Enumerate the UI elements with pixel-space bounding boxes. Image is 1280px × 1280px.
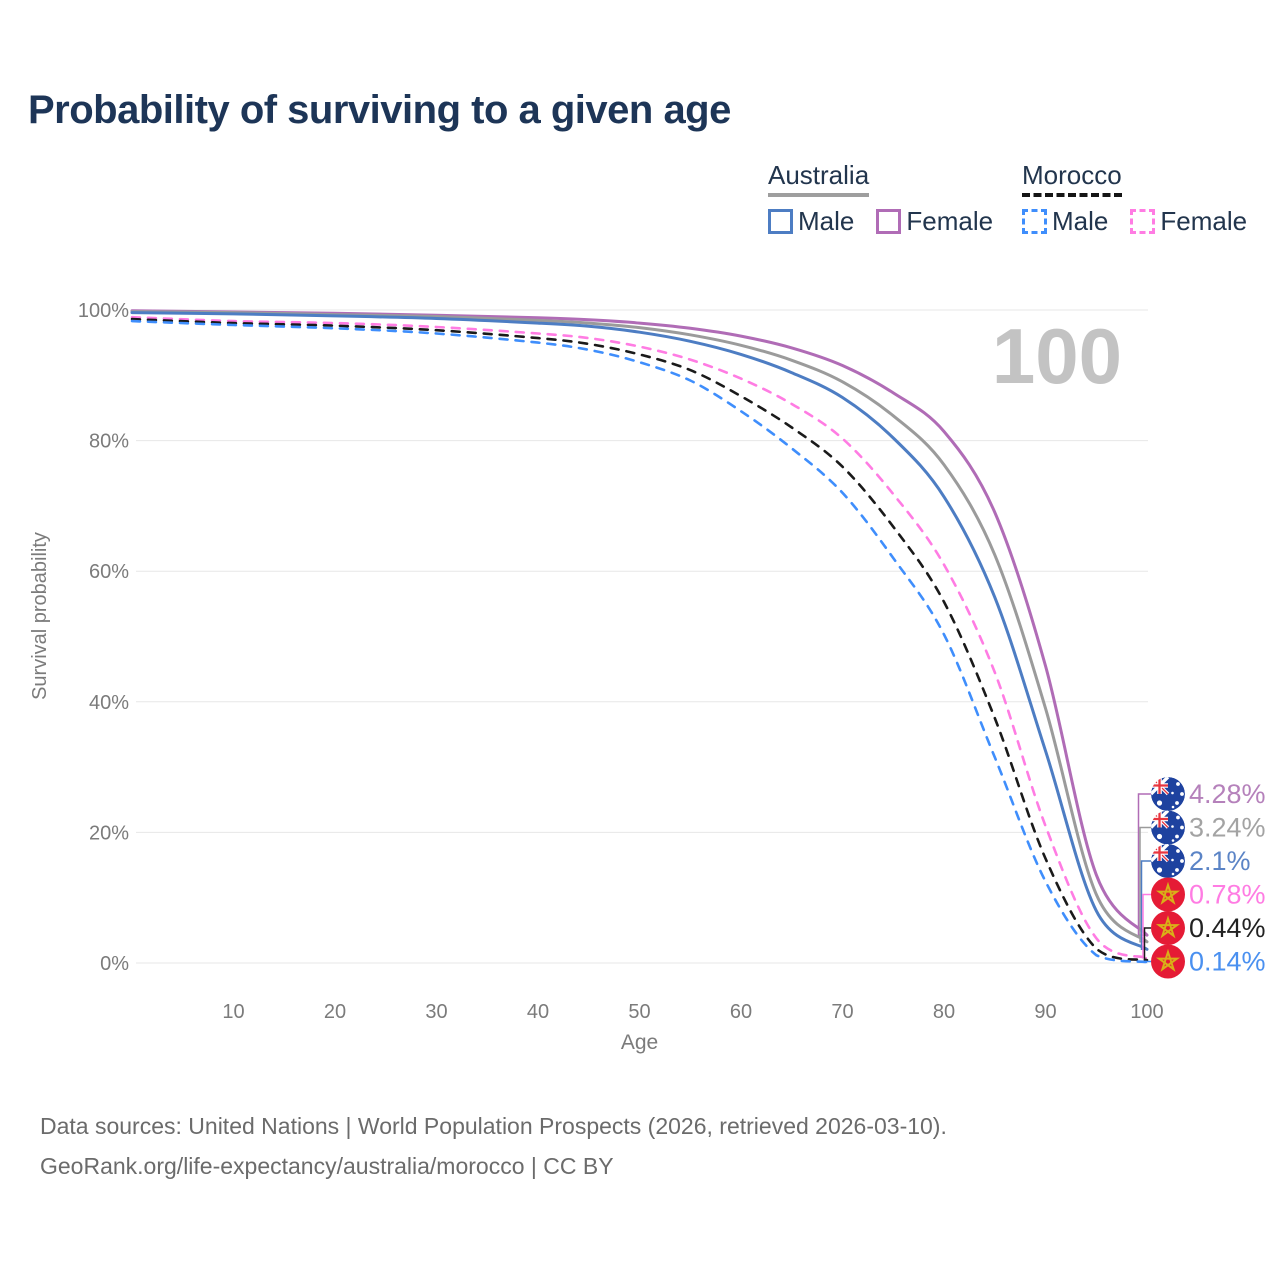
australia-flag-icon: [1151, 777, 1185, 811]
legend-swatch-morocco-female: [1130, 209, 1156, 234]
legend-label-morocco-female: Female: [1160, 206, 1248, 236]
morocco-flag-icon: [1151, 944, 1185, 979]
legend-swatch-morocco-male: [1022, 209, 1047, 234]
legend-country-morocco: Morocco: [1022, 160, 1122, 197]
legend-group-morocco: Morocco Male Female: [1022, 160, 1269, 237]
x-tick-label: 60: [730, 1001, 752, 1023]
watermark-age-100: 100: [992, 312, 1122, 400]
x-tick-label: 50: [628, 1001, 650, 1023]
x-tick-label: 70: [831, 1001, 853, 1023]
x-tick-label: 10: [222, 1001, 244, 1023]
legend-swatch-australia-female: [876, 209, 902, 234]
curve-morocco-female: [130, 315, 1149, 960]
curve-morocco-both-sexes: [130, 317, 1149, 962]
y-tick-label: 40%: [89, 692, 129, 714]
morocco-flag-icon: [1151, 911, 1185, 945]
legend-items-morocco: Male Female: [1022, 206, 1269, 237]
y-tick-label: 60%: [89, 561, 129, 583]
curve-australia-male: [130, 311, 1149, 951]
curve-morocco-male: [130, 319, 1149, 964]
survival-chart: 0% 20% 40% 60% 80% 100% 10 20 30 40 50 60 70 80 90 100 A…: [29, 300, 1266, 1054]
australia-flag-icon: [1151, 810, 1185, 845]
legend-item-australia-male[interactable]: Male: [768, 206, 854, 237]
footer: Data sources: United Nations | World Pop…: [40, 1106, 947, 1186]
legend-item-australia-female[interactable]: Female: [876, 206, 993, 237]
end-label-australia-male: 2.1%: [1189, 846, 1251, 876]
y-tick-label: 80%: [89, 431, 129, 453]
x-tick-label: 80: [933, 1001, 955, 1023]
footer-link-line[interactable]: GeoRank.org/life-expectancy/australia/mo…: [40, 1153, 614, 1179]
page-title: Probability of surviving to a given age: [28, 88, 731, 132]
legend-label-australia-male: Male: [798, 206, 855, 236]
leader-line-morocco-male: [1145, 960, 1151, 963]
australia-flag-icon: [1151, 844, 1185, 878]
leader-line-morocco-both-sexes: [1143, 927, 1151, 961]
end-label-australia-female: 4.28%: [1189, 779, 1266, 809]
legend-item-morocco-female[interactable]: Female: [1130, 206, 1247, 237]
legend-label-morocco-male: Male: [1052, 206, 1109, 236]
legend-country-australia: Australia: [768, 160, 870, 197]
x-tick-label: 40: [527, 1001, 549, 1023]
y-tick-label: 100%: [78, 300, 129, 322]
x-tick-label: 30: [425, 1001, 447, 1023]
y-axis-title: Survival probability: [29, 532, 51, 700]
y-tick-label: 20%: [89, 822, 129, 844]
legend-items-australia: Male Female: [768, 206, 1015, 237]
y-tick-label: 0%: [100, 953, 129, 975]
legend: Australia Male Female Morocco Male Femal…: [0, 160, 1280, 240]
end-label-morocco-female: 0.78%: [1189, 880, 1266, 910]
legend-group-australia: Australia Male Female: [768, 160, 1015, 237]
legend-item-morocco-male[interactable]: Male: [1022, 206, 1108, 237]
footer-source-line: Data sources: United Nations | World Pop…: [40, 1113, 947, 1139]
curve-australia-both-sexes: [130, 310, 1149, 944]
legend-label-australia-female: Female: [906, 206, 994, 236]
end-label-morocco-male: 0.14%: [1189, 947, 1266, 977]
x-tick-label: 20: [324, 1001, 346, 1023]
legend-swatch-australia-male: [768, 209, 793, 234]
end-label-morocco-both-sexes: 0.44%: [1189, 913, 1266, 943]
x-axis-title: Age: [621, 1031, 658, 1054]
x-tick-label: 100: [1130, 1001, 1163, 1023]
morocco-flag-icon: [1151, 877, 1185, 912]
end-label-australia-both-sexes: 3.24%: [1189, 813, 1266, 843]
x-tick-label: 90: [1034, 1001, 1056, 1023]
curve-australia-female: [130, 309, 1149, 937]
